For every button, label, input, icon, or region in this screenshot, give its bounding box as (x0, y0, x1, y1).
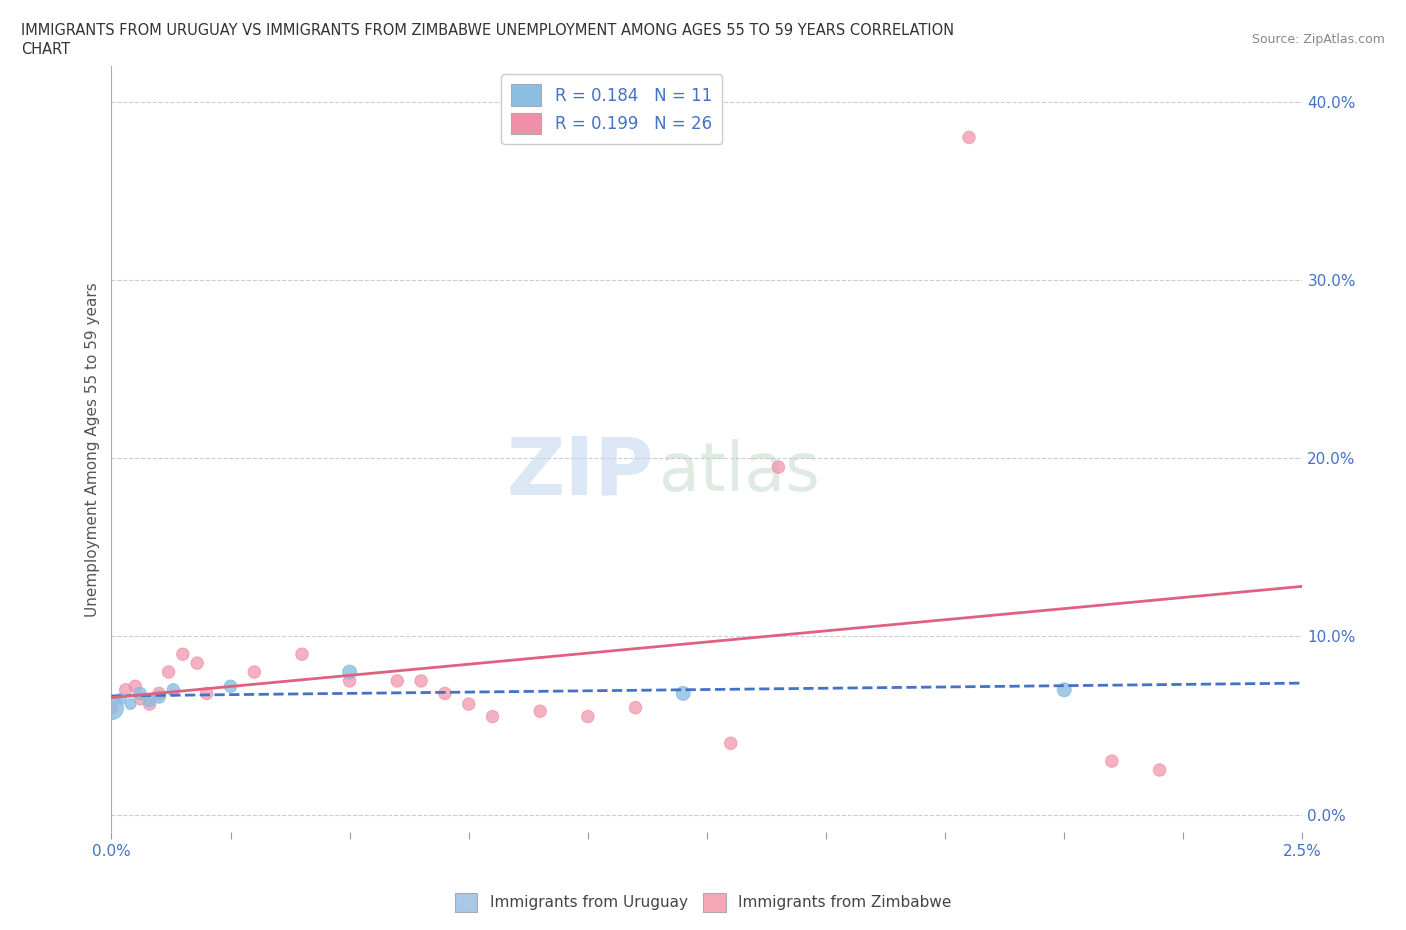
Point (409, 673, 432, 688)
Y-axis label: Unemployment Among Ages 55 to 59 years: Unemployment Among Ages 55 to 59 years (86, 282, 100, 617)
Text: Source: ZipAtlas.com: Source: ZipAtlas.com (1251, 33, 1385, 46)
Point (481, 710, 503, 724)
Point (148, 686, 170, 701)
Point (138, 693, 160, 708)
Point (172, 646, 194, 661)
Legend: R = 0.184   N = 11, R = 0.199   N = 26: R = 0.184 N = 11, R = 0.199 N = 26 (502, 74, 721, 144)
Point (162, 683, 184, 698)
Point (529, 704, 551, 719)
Point (457, 697, 479, 711)
Point (219, 679, 242, 694)
Point (100, 700, 122, 715)
Point (195, 686, 218, 701)
Point (138, 697, 160, 711)
Point (576, 710, 599, 724)
Point (672, 686, 695, 701)
Text: ZIP: ZIP (506, 433, 654, 512)
Point (957, 130, 980, 145)
Point (129, 691, 152, 706)
Point (120, 697, 142, 711)
Point (1053, 683, 1076, 698)
Point (339, 665, 361, 680)
Point (387, 673, 409, 688)
Point (157, 665, 180, 680)
Point (114, 683, 136, 698)
Text: CHART: CHART (21, 42, 70, 57)
Point (148, 689, 170, 704)
Point (186, 656, 208, 671)
Point (433, 686, 456, 701)
Point (110, 691, 132, 706)
Point (768, 459, 790, 474)
Point (291, 646, 314, 661)
Point (243, 665, 266, 680)
Point (1101, 753, 1123, 768)
Text: IMMIGRANTS FROM URUGUAY VS IMMIGRANTS FROM ZIMBABWE UNEMPLOYMENT AMONG AGES 55 T: IMMIGRANTS FROM URUGUAY VS IMMIGRANTS FR… (21, 23, 955, 38)
Text: atlas: atlas (659, 439, 820, 505)
Point (624, 700, 647, 715)
Point (720, 736, 742, 751)
Point (1149, 763, 1171, 777)
Point (100, 700, 122, 715)
Point (129, 686, 152, 701)
Legend: Immigrants from Uruguay, Immigrants from Zimbabwe: Immigrants from Uruguay, Immigrants from… (449, 887, 957, 918)
Point (124, 679, 146, 694)
Point (339, 673, 361, 688)
